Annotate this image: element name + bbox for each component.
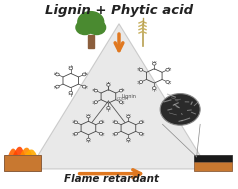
Circle shape (74, 121, 78, 124)
Circle shape (78, 12, 104, 32)
Circle shape (82, 85, 86, 88)
Circle shape (166, 81, 169, 83)
Circle shape (153, 62, 156, 65)
PathPatch shape (20, 148, 32, 155)
Circle shape (88, 20, 106, 35)
Circle shape (153, 87, 156, 89)
Circle shape (56, 85, 59, 88)
FancyBboxPatch shape (4, 155, 41, 171)
FancyBboxPatch shape (194, 162, 232, 171)
PathPatch shape (25, 149, 37, 155)
FancyBboxPatch shape (194, 155, 232, 162)
Circle shape (99, 132, 103, 135)
Circle shape (69, 67, 73, 70)
Circle shape (99, 121, 103, 124)
Circle shape (114, 132, 118, 135)
Circle shape (160, 94, 200, 125)
Text: Lignin: Lignin (122, 94, 137, 99)
Circle shape (139, 121, 143, 124)
Circle shape (74, 132, 78, 135)
Circle shape (107, 84, 110, 86)
Circle shape (87, 115, 90, 118)
Circle shape (94, 89, 98, 92)
PathPatch shape (8, 149, 18, 155)
Circle shape (82, 73, 86, 76)
Circle shape (107, 106, 110, 109)
Circle shape (139, 81, 143, 83)
Circle shape (87, 138, 90, 141)
Circle shape (127, 138, 130, 141)
Circle shape (139, 132, 143, 135)
Circle shape (139, 68, 143, 71)
Text: Flame retardant: Flame retardant (64, 174, 159, 184)
Circle shape (127, 115, 130, 118)
Circle shape (119, 101, 123, 103)
Circle shape (119, 89, 123, 92)
Polygon shape (30, 24, 208, 169)
Bar (88, 35, 94, 48)
Text: Lignin + Phytic acid: Lignin + Phytic acid (45, 4, 193, 17)
Circle shape (76, 20, 94, 35)
Circle shape (56, 73, 59, 76)
PathPatch shape (13, 147, 25, 155)
Circle shape (69, 91, 73, 94)
Circle shape (114, 121, 118, 124)
Text: COOH: COOH (117, 97, 129, 101)
Circle shape (166, 68, 169, 71)
Circle shape (94, 101, 98, 103)
